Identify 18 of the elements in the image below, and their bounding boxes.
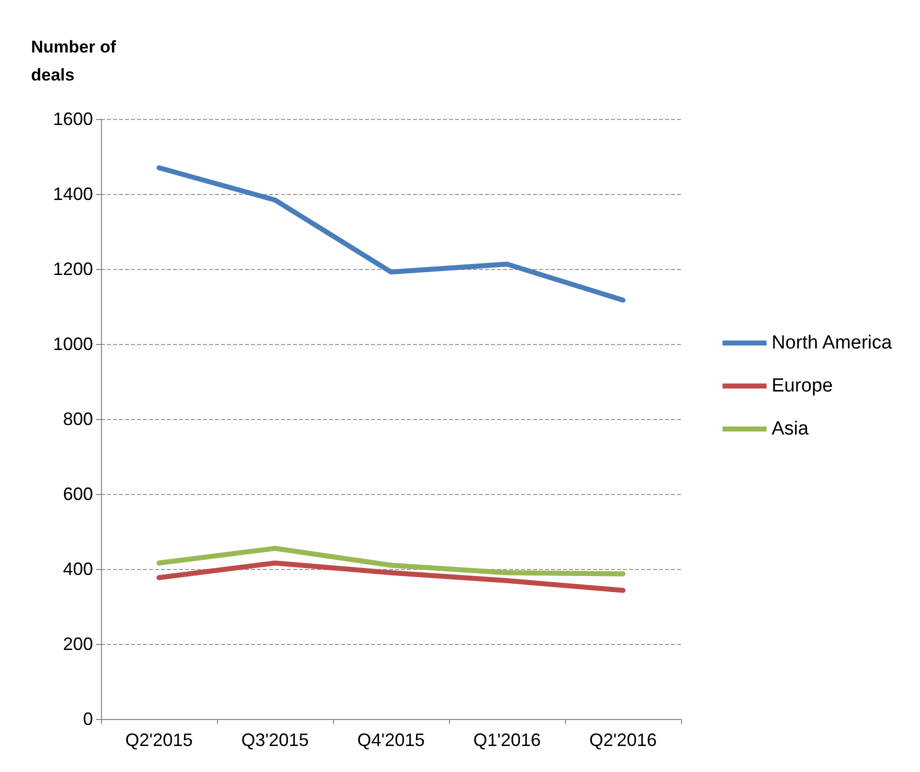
x-tick-label: Q2'2016 <box>589 730 657 750</box>
x-tick-label: Q3'2015 <box>241 730 309 750</box>
y-tick-label: 0 <box>82 709 93 729</box>
y-tick-label: 200 <box>62 634 93 654</box>
y-tick-label: 400 <box>62 559 93 579</box>
y-tick-label: 1000 <box>52 334 93 354</box>
y-axis-title: Number of deals <box>31 38 116 84</box>
x-tick-label: Q4'2015 <box>357 730 425 750</box>
y-tick-label: 1600 <box>52 109 93 129</box>
x-tick-label: Q1'2016 <box>473 730 541 750</box>
legend-label: North America <box>772 332 892 354</box>
y-tick-label: 1200 <box>52 259 93 279</box>
y-tick-label: 800 <box>62 409 93 429</box>
legend-label: Europe <box>772 376 833 396</box>
y-tick-label: 1400 <box>52 184 93 204</box>
y-tick-label: 600 <box>62 484 93 504</box>
legend-label: Asia <box>772 418 809 440</box>
x-tick-label: Q2'2015 <box>125 730 193 750</box>
